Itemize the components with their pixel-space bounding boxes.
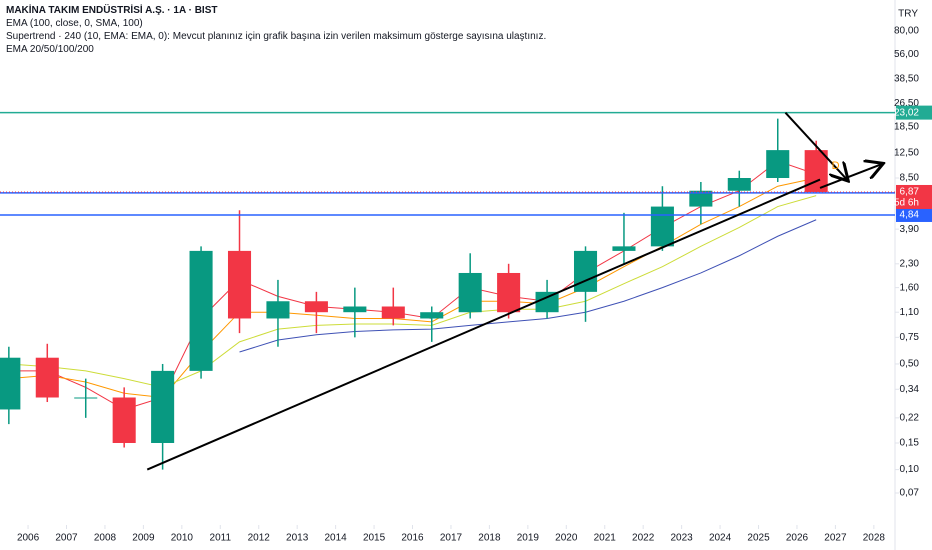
y-tick-label: 80,00 <box>894 25 919 36</box>
trend-line <box>146 178 821 471</box>
candle-body <box>266 301 290 319</box>
x-tick-label: 2012 <box>248 533 271 544</box>
candle-body <box>497 272 521 313</box>
candle-body <box>458 272 482 313</box>
candle-body <box>535 291 559 313</box>
y-tick-label: 0,15 <box>900 438 920 449</box>
candle-body <box>689 190 713 207</box>
annotation: D <box>832 160 840 172</box>
x-tick-label: 2008 <box>94 533 117 544</box>
indicator: EMA 20/50/100/200 <box>6 44 94 55</box>
y-tick-label: 0,07 <box>900 488 920 499</box>
x-tick-label: 2014 <box>325 533 348 544</box>
ema-line <box>8 195 817 388</box>
level-label: 4,84 <box>900 210 920 221</box>
y-tick-label: 0,75 <box>900 332 920 343</box>
candle-body <box>0 357 21 410</box>
y-tick-label: 3,90 <box>900 224 920 235</box>
candle-body <box>766 150 790 179</box>
ema-line <box>8 177 817 399</box>
countdown: 5d 6h <box>894 198 919 209</box>
candle-body <box>343 306 367 313</box>
candle-body <box>74 397 98 399</box>
last-price-label: 6,87 <box>900 187 920 198</box>
candle-body <box>35 357 59 398</box>
last-price-box <box>896 184 932 209</box>
x-tick-label: 2010 <box>171 533 194 544</box>
x-tick-label: 2021 <box>594 533 617 544</box>
x-tick-label: 2015 <box>363 533 386 544</box>
candle-body <box>420 312 444 319</box>
level-box <box>896 105 932 120</box>
x-tick-label: 2027 <box>824 533 847 544</box>
y-tick-label: 38,50 <box>894 73 919 84</box>
y-tick-label: 1,10 <box>900 307 920 318</box>
x-tick-label: 2023 <box>671 533 694 544</box>
ema-line <box>239 219 817 353</box>
level-label: 23,02 <box>894 107 919 118</box>
y-tick-label: 0,50 <box>900 359 920 370</box>
x-tick-label: 2026 <box>786 533 809 544</box>
x-tick-label: 2009 <box>132 533 155 544</box>
candle-body <box>650 206 674 247</box>
candle-body <box>727 178 751 191</box>
candle-body <box>612 246 636 251</box>
y-tick-label: 26,50 <box>894 98 919 109</box>
x-tick-label: 2019 <box>517 533 540 544</box>
legend: MAKİNA TAKIM ENDÜSTRİSİ A.Ş. · 1A · BIST… <box>6 4 546 56</box>
x-tick-label: 2013 <box>286 533 309 544</box>
y-tick-label: 0,22 <box>900 412 920 423</box>
y-tick-label: 0,34 <box>900 384 920 395</box>
x-tick-label: 2011 <box>210 533 232 544</box>
candle-body <box>573 250 598 292</box>
candle-body <box>304 301 328 313</box>
x-tick-label: 2017 <box>440 533 463 544</box>
y-tick-label: 1,60 <box>900 282 920 293</box>
indicator: Supertrend · 240 (10, EMA: EMA, 0): Mevc… <box>6 31 547 42</box>
trend-line <box>819 164 882 189</box>
y-tick-label: 12,50 <box>894 147 919 158</box>
x-tick-label: 2007 <box>55 533 78 544</box>
y-tick-label: 2,30 <box>900 258 920 269</box>
x-tick-label: 2006 <box>17 533 40 544</box>
x-tick-label: 2016 <box>401 533 424 544</box>
x-tick-label: 2028 <box>863 533 886 544</box>
level-box <box>896 207 932 222</box>
candle-body <box>227 250 252 319</box>
symbol-title: MAKİNA TAKIM ENDÜSTRİSİ A.Ş. · 1A · BIST <box>6 5 218 16</box>
candle-body <box>112 397 136 443</box>
y-tick-label: 18,50 <box>894 122 919 133</box>
candle-body <box>151 370 175 443</box>
x-tick-label: 2018 <box>478 533 501 544</box>
y-tick-label: 8,50 <box>900 173 920 184</box>
currency: TRY <box>898 9 918 20</box>
x-tick-label: 2024 <box>709 533 732 544</box>
candle-body <box>381 306 405 319</box>
y-tick-label: 56,00 <box>894 49 919 60</box>
candle-body <box>189 250 213 371</box>
trend-line <box>784 111 847 180</box>
x-tick-label: 2020 <box>555 533 578 544</box>
indicator: EMA (100, close, 0, SMA, 100) <box>6 18 143 29</box>
y-tick-label: 0,10 <box>900 464 920 475</box>
x-tick-label: 2022 <box>632 533 655 544</box>
x-tick-label: 2025 <box>747 533 770 544</box>
candle-body <box>804 150 828 192</box>
ema-line <box>8 160 817 411</box>
